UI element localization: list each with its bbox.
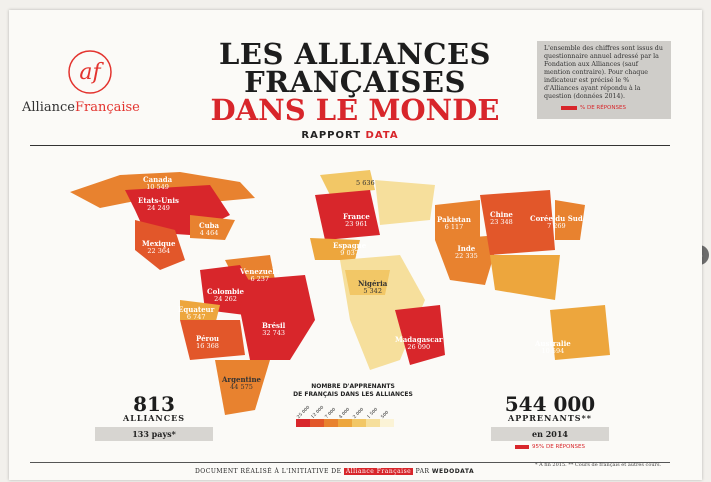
logo-mark-text: af bbox=[79, 60, 104, 85]
scale-swatch bbox=[338, 419, 352, 427]
scale-swatch bbox=[352, 419, 366, 427]
scale-swatch bbox=[380, 419, 394, 427]
title-line-1: LES ALLIANCES bbox=[218, 37, 492, 71]
label-india: Inde 22 335 bbox=[455, 244, 478, 260]
scale-title-1: NOMBRE D'APPRENANTS bbox=[311, 383, 395, 390]
region-india bbox=[435, 235, 500, 285]
footnote: * À fin 2015. ** Cours de français et au… bbox=[535, 462, 662, 468]
subtitle: RAPPORT DATA bbox=[301, 130, 399, 141]
label-china: Chine 23 348 bbox=[490, 210, 513, 226]
label-peru: Pérou 16 368 bbox=[196, 334, 219, 350]
scale-swatches bbox=[296, 419, 418, 427]
region-madagascar bbox=[395, 305, 445, 365]
note-box: L'ensemble des chiffres sont issus du qu… bbox=[537, 41, 671, 119]
learners-response-rate: 95% DE RÉPONSES bbox=[486, 444, 614, 450]
label-australia: Australie 10 594 bbox=[535, 339, 571, 355]
scale-swatch bbox=[324, 419, 338, 427]
region-east-europe bbox=[375, 180, 435, 225]
region-france bbox=[315, 190, 380, 240]
region-china bbox=[480, 190, 555, 255]
learners-stat: 544 000 APPRENANTS** en 2014 95% DE RÉPO… bbox=[486, 392, 614, 450]
scale-tick: 2 000 bbox=[352, 407, 366, 420]
alliances-number: 813 bbox=[133, 392, 175, 416]
footer-divider bbox=[30, 462, 670, 463]
scale-tick: 12 000 bbox=[310, 405, 326, 420]
logo-text: AllianceFrançaise bbox=[22, 100, 140, 115]
alliances-label: ALLIANCES bbox=[123, 413, 185, 423]
scale-ticks: 25 000 12 000 7 000 4 000 2 000 1 500 500 bbox=[288, 401, 418, 420]
label-ecuador: Equateur 6 747 bbox=[178, 305, 215, 321]
footer-wedodata: WEDODATA bbox=[431, 468, 475, 475]
scale-title-2: DE FRANÇAIS DANS LES ALLIANCES bbox=[293, 391, 413, 398]
region-spain bbox=[310, 238, 360, 260]
page-title: LES ALLIANCES FRANÇAISES DANS LE MONDE bbox=[210, 37, 500, 127]
title-line-3: DANS LE MONDE bbox=[210, 93, 500, 127]
label-spain: Espagne 9 037 bbox=[333, 241, 367, 257]
region-brazil bbox=[240, 275, 315, 360]
color-scale-legend: NOMBRE D'APPRENANTS DE FRANÇAIS DANS LES… bbox=[288, 383, 418, 427]
scale-tick: 7 000 bbox=[324, 407, 338, 420]
label-france: France 23 961 bbox=[343, 212, 370, 228]
alliances-stat: 813 ALLIANCES 133 pays* bbox=[90, 392, 218, 441]
region-nigeria bbox=[345, 270, 390, 295]
label-north-europe: 5 636 bbox=[356, 179, 375, 187]
label-korea: Corée du Sud 7 269 bbox=[530, 214, 583, 230]
note-legend: % DE RÉPONSES bbox=[561, 104, 626, 112]
label-argentina: Argentine 44 575 bbox=[222, 375, 261, 391]
label-nigeria: Nigéria 5 342 bbox=[358, 279, 388, 295]
label-usa: Etats-Unis 24 249 bbox=[138, 196, 179, 212]
region-north-europe bbox=[320, 170, 375, 195]
scale-swatch bbox=[296, 419, 310, 427]
learners-label: APPRENANTS** bbox=[508, 413, 592, 423]
label-brazil: Brésil 32 743 bbox=[262, 321, 286, 337]
scale-tick: 1 500 bbox=[366, 407, 380, 420]
note-text: L'ensemble des chiffres sont issus du qu… bbox=[544, 45, 663, 100]
scale-swatch bbox=[310, 419, 324, 427]
footer-credit: DOCUMENT RÉALISÉ À L'INITIATIVE DE Allia… bbox=[195, 468, 475, 475]
region-cuba bbox=[190, 215, 235, 240]
region-australia bbox=[550, 305, 610, 360]
learners-year: en 2014 bbox=[491, 427, 609, 441]
footer-af-logo: Alliance Française bbox=[343, 468, 414, 475]
countries-count: 133 pays* bbox=[95, 427, 213, 441]
label-mexico: Mexique 22 364 bbox=[142, 239, 176, 255]
title-line-2: FRANÇAISES bbox=[244, 65, 466, 99]
label-colombia: Colombie 24 262 bbox=[207, 287, 244, 303]
region-mexico bbox=[135, 220, 185, 270]
label-pakistan: Pakistan 6 117 bbox=[437, 215, 471, 231]
region-ecuador bbox=[180, 300, 220, 325]
region-korea bbox=[555, 200, 585, 240]
world-map bbox=[40, 160, 660, 420]
label-madagascar: Madagascar 26 090 bbox=[395, 335, 443, 351]
scale-tick: 4 000 bbox=[338, 407, 352, 420]
header-divider bbox=[30, 145, 670, 146]
learners-number: 544 000 bbox=[504, 392, 596, 416]
region-peru bbox=[180, 320, 245, 360]
region-argentina bbox=[215, 360, 270, 415]
cartogram bbox=[70, 170, 610, 415]
label-cuba: Cuba 4 464 bbox=[199, 221, 220, 237]
af-logo-icon: af bbox=[68, 50, 112, 94]
scale-tick: 500 bbox=[380, 410, 391, 420]
scale-tick: 25 000 bbox=[296, 405, 312, 420]
label-venezuela: Venezuela 6 237 bbox=[240, 267, 280, 283]
scale-swatch bbox=[366, 419, 380, 427]
region-southeast-asia bbox=[490, 255, 560, 300]
label-canada: Canada 10 549 bbox=[143, 175, 173, 191]
region-pakistan bbox=[435, 200, 480, 240]
